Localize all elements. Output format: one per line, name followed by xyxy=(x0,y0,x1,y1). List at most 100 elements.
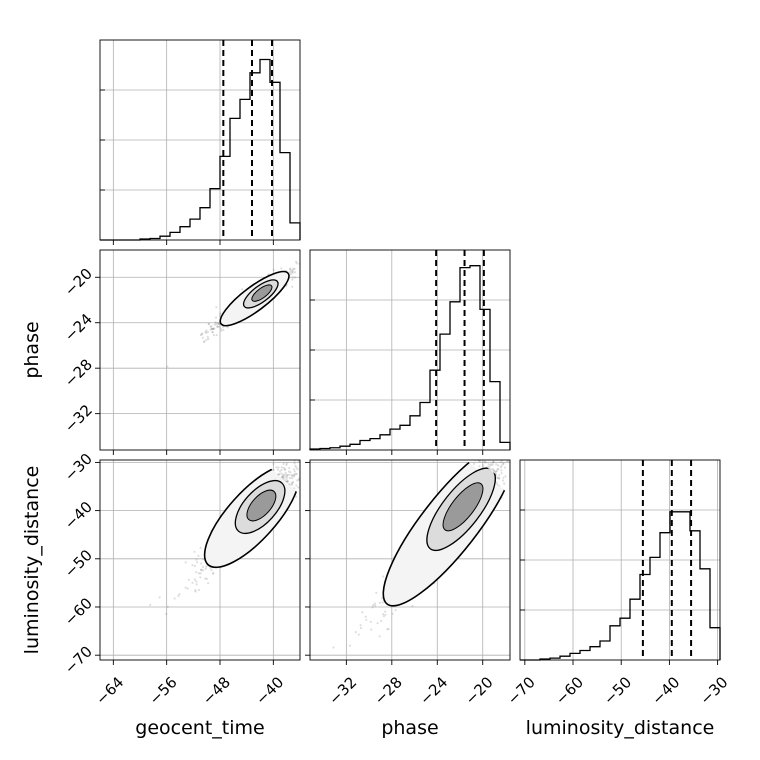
scatter-point xyxy=(205,577,208,581)
scatter-point xyxy=(502,476,505,479)
scatter-point xyxy=(374,604,377,607)
scatter-point xyxy=(354,631,357,634)
scatter-point xyxy=(216,322,219,325)
scatter-point xyxy=(195,558,198,561)
scatter-point xyxy=(212,327,215,331)
scatter-point xyxy=(498,477,501,480)
scatter-point xyxy=(212,334,215,337)
scatter-point xyxy=(200,333,203,336)
scatter-point xyxy=(165,612,168,616)
scatter-point xyxy=(501,454,503,456)
scatter-point xyxy=(386,628,389,631)
contour-layer xyxy=(203,270,517,607)
scatter-point xyxy=(359,627,363,630)
scatter-point xyxy=(302,462,304,464)
scatter-point xyxy=(496,447,498,449)
scatter-point xyxy=(218,325,222,328)
scatter-point xyxy=(506,437,508,439)
scatter-point xyxy=(524,434,526,436)
scatter-point xyxy=(191,564,194,567)
scatter-point xyxy=(289,471,292,474)
scatter-point xyxy=(205,331,208,334)
scatter-point xyxy=(512,453,514,455)
scatter-point xyxy=(500,472,503,475)
scatter-point xyxy=(504,475,507,478)
scatter-point xyxy=(528,425,530,427)
scatter-point xyxy=(299,451,301,453)
scatter-point xyxy=(196,561,199,564)
scatter-point xyxy=(484,461,487,464)
scatter-point xyxy=(296,468,299,471)
scatter-point xyxy=(205,338,208,341)
scatter-point xyxy=(479,460,482,463)
scatter-point xyxy=(503,482,506,485)
scatter-point xyxy=(199,333,202,336)
scatter-point xyxy=(514,428,516,430)
scatter-point xyxy=(525,430,527,432)
scatter-point xyxy=(517,442,519,444)
scatter-point xyxy=(473,454,475,456)
panel-frame xyxy=(99,459,301,661)
scatter-point xyxy=(359,624,362,627)
scatter-point xyxy=(201,332,204,335)
scatter-point xyxy=(204,331,207,334)
scatter-point xyxy=(241,288,244,291)
scatter-point xyxy=(279,470,282,473)
scatter-point xyxy=(500,452,502,454)
scatter-point xyxy=(382,615,386,618)
scatter-point xyxy=(282,473,285,477)
scatter-point xyxy=(487,465,490,468)
scatter-point xyxy=(297,486,300,489)
x-axis-title-luminosity-distance: luminosity_distance xyxy=(526,717,715,739)
scatter-point xyxy=(272,462,275,465)
scatter-point xyxy=(364,615,367,618)
scatter-point xyxy=(282,477,285,480)
scatter-point xyxy=(226,326,229,329)
x-tick-label-luminosity_distance: −30 xyxy=(696,673,731,708)
scatter-points-layer xyxy=(149,260,530,682)
scatter-point xyxy=(506,460,510,462)
scatter-point xyxy=(288,473,291,476)
scatter-point xyxy=(328,680,330,682)
scatter-point xyxy=(292,267,295,270)
x-tick-label-luminosity_distance: −40 xyxy=(648,673,683,708)
scatter-point xyxy=(212,572,215,575)
scatter-point xyxy=(293,462,296,465)
scatter-point xyxy=(513,444,515,446)
scatter-point xyxy=(507,454,509,456)
scatter-point xyxy=(521,436,523,438)
scatter-point xyxy=(211,330,214,334)
scatter-point xyxy=(285,463,288,466)
scatter-point xyxy=(212,327,215,330)
scatter-point xyxy=(497,467,500,471)
scatter-point xyxy=(194,589,197,592)
scatter-point xyxy=(498,476,501,480)
scatter-point xyxy=(293,470,296,473)
scatter-point xyxy=(514,448,516,450)
scatter-point xyxy=(348,644,352,647)
scatter-point xyxy=(492,469,496,472)
scatter-point xyxy=(501,479,505,482)
scatter-point xyxy=(380,619,383,623)
scatter-point xyxy=(384,613,387,616)
density-layer xyxy=(256,288,474,516)
scatter-point xyxy=(286,473,289,477)
scatter-point xyxy=(217,322,220,325)
scatter-point xyxy=(504,466,507,469)
scatter-point xyxy=(197,554,200,558)
scatter-point xyxy=(272,268,275,271)
scatter-point xyxy=(520,449,522,451)
scatter-point xyxy=(278,473,281,476)
scatter-point xyxy=(472,462,476,465)
density-contour-geocent_time-luminosity_distance xyxy=(246,489,277,522)
scatter-point xyxy=(213,323,216,326)
scatter-point xyxy=(495,438,497,440)
x-tick-label-phase: −28 xyxy=(371,673,406,708)
scatter-point xyxy=(201,336,204,339)
y-tick-label-luminosity_distance: −30 xyxy=(61,450,96,485)
scatter-point xyxy=(173,597,176,600)
scatter-point xyxy=(512,446,514,448)
scatter-point xyxy=(282,475,285,478)
scatter-point xyxy=(506,440,508,442)
